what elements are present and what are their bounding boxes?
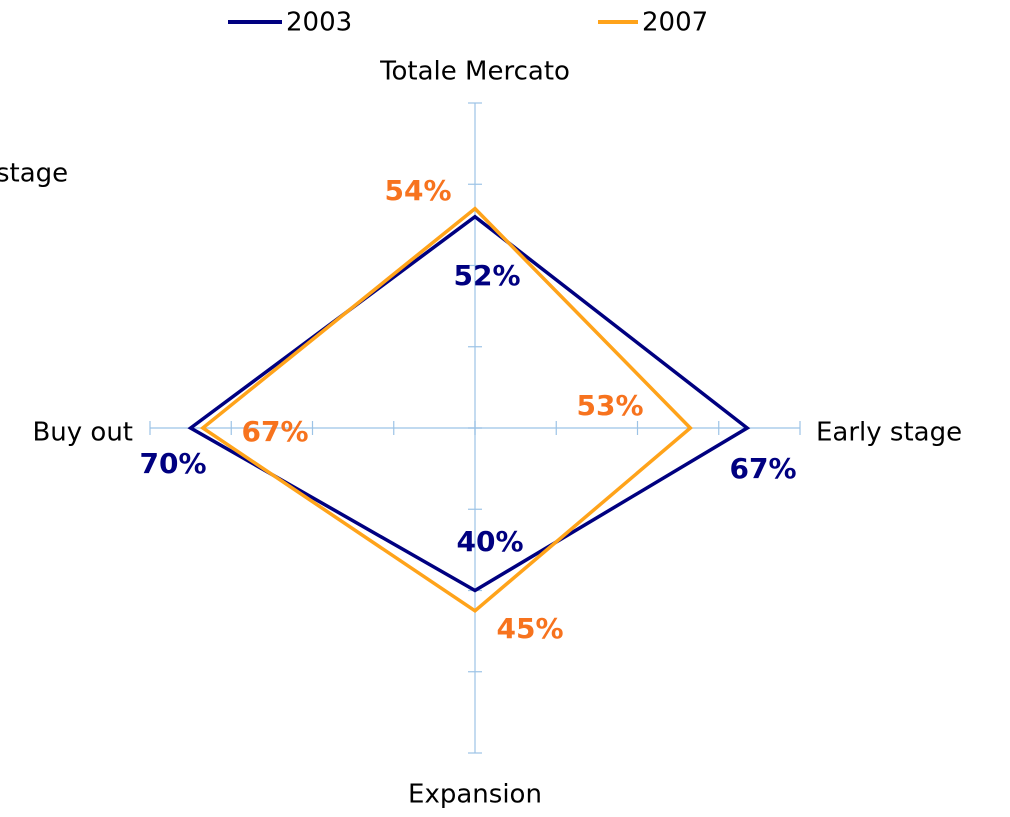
data-label: 45% — [496, 612, 563, 645]
data-label: 40% — [456, 525, 523, 558]
category-label: Early stage — [816, 418, 962, 448]
annotation: stage — [0, 159, 68, 189]
data-label: 54% — [384, 174, 451, 207]
series-line — [199, 206, 693, 614]
category-label: Buy out — [32, 418, 133, 448]
category-label: Expansion — [408, 780, 542, 810]
data-label: 53% — [576, 389, 643, 422]
category-label: Totale Mercato — [379, 57, 570, 87]
data-label: 70% — [139, 447, 206, 480]
legend-label: 2003 — [286, 8, 352, 38]
data-label: 67% — [241, 415, 308, 448]
data-label: 67% — [729, 452, 796, 485]
data-label: 52% — [453, 259, 520, 292]
legend-label: 2007 — [642, 8, 708, 38]
series-line — [187, 214, 751, 593]
